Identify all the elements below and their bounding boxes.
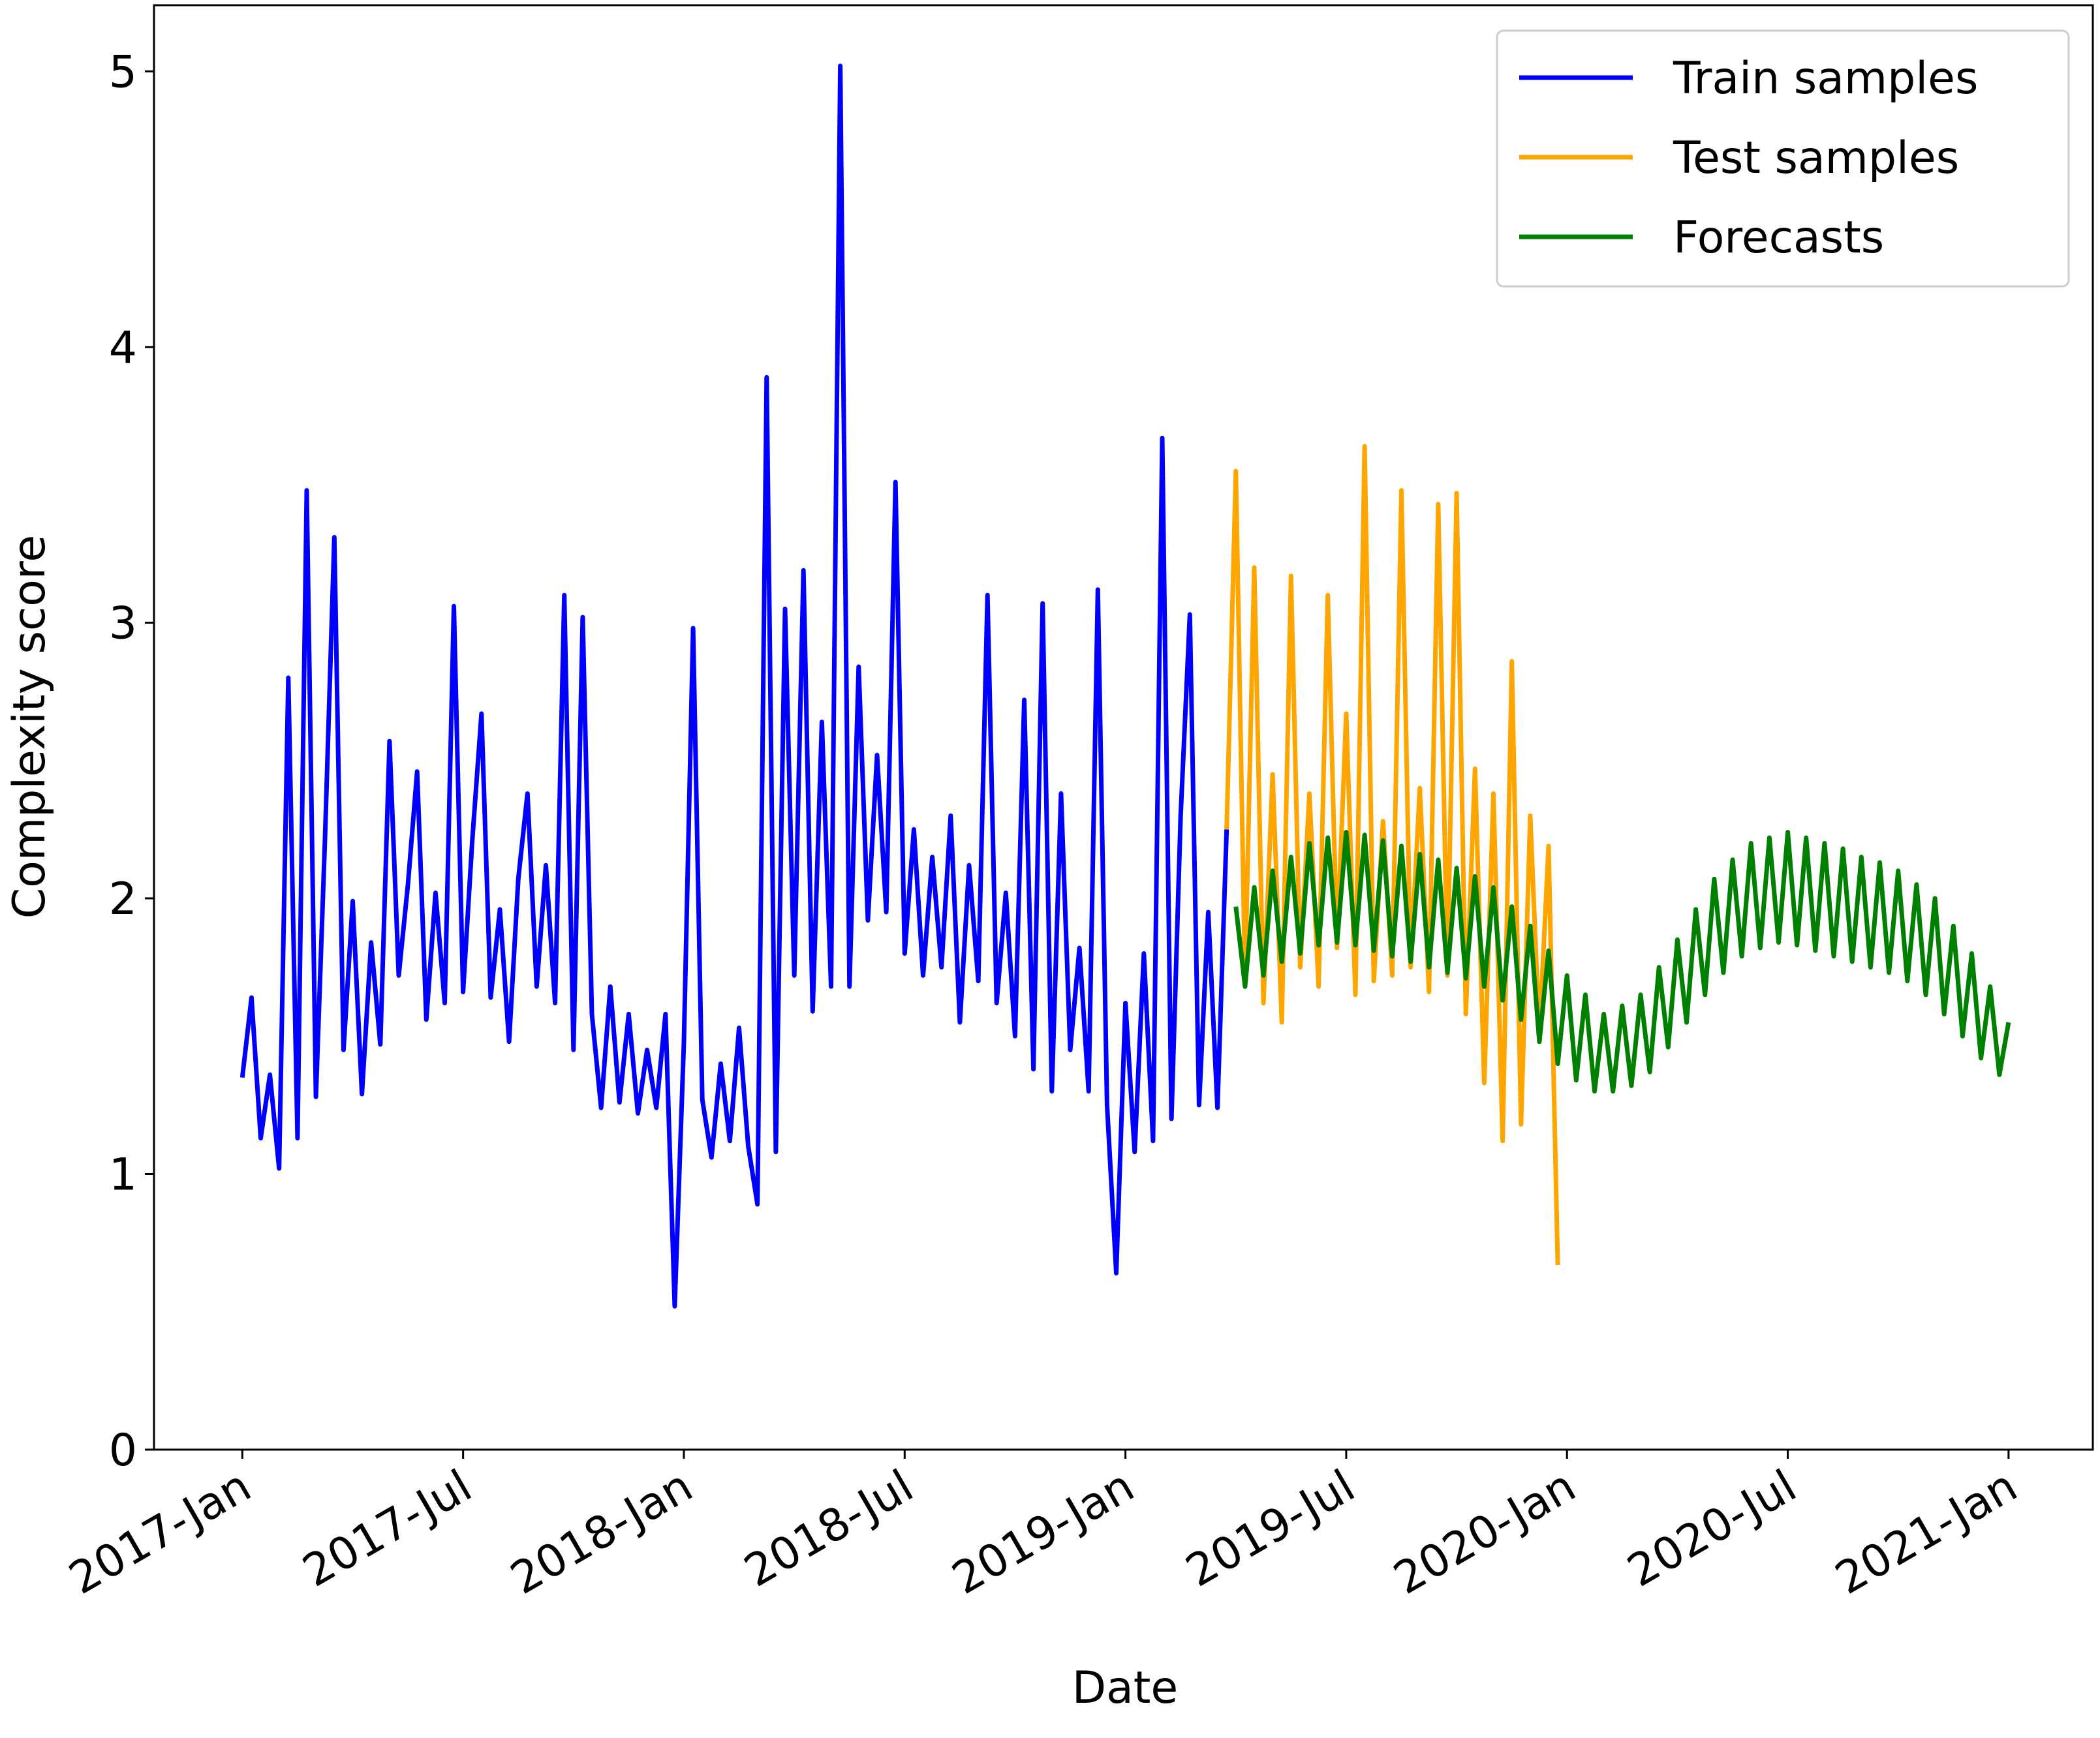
legend-label: Test samples <box>1673 132 1959 184</box>
y-tick-label: 2 <box>109 874 137 925</box>
x-tick-label: 2018-Jul <box>736 1460 922 1597</box>
y-axis-label: Complexity score <box>4 535 55 919</box>
x-tick-label: 2017-Jan <box>61 1460 260 1605</box>
x-tick-label: 2021-Jan <box>1827 1460 2026 1605</box>
x-tick-label: 2020-Jul <box>1619 1460 1805 1597</box>
plot-frame <box>153 4 2094 1451</box>
y-tick-label: 4 <box>109 322 137 374</box>
x-tick-label: 2020-Jan <box>1385 1460 1584 1605</box>
x-tick-label: 2017-Jul <box>294 1460 480 1597</box>
series-line <box>1224 444 1560 1265</box>
legend-label: Train samples <box>1673 53 1978 104</box>
y-tick-label: 0 <box>109 1425 137 1476</box>
y-tick-label: 3 <box>109 598 137 649</box>
legend-box <box>1496 29 2070 288</box>
series-line <box>239 63 1229 1309</box>
x-tick-label: 2018-Jan <box>502 1460 702 1605</box>
y-tick-label: 5 <box>109 46 137 98</box>
x-axis-label: Date <box>1072 1662 1179 1714</box>
legend: Train samples Test samples Forecasts <box>1496 29 2070 288</box>
legend-label: Forecasts <box>1673 212 1884 264</box>
y-tick-label: 1 <box>109 1149 137 1200</box>
x-tick-label: 2019-Jan <box>944 1460 1143 1605</box>
series-line <box>1233 830 2011 1094</box>
x-tick-label: 2019-Jul <box>1177 1460 1363 1597</box>
